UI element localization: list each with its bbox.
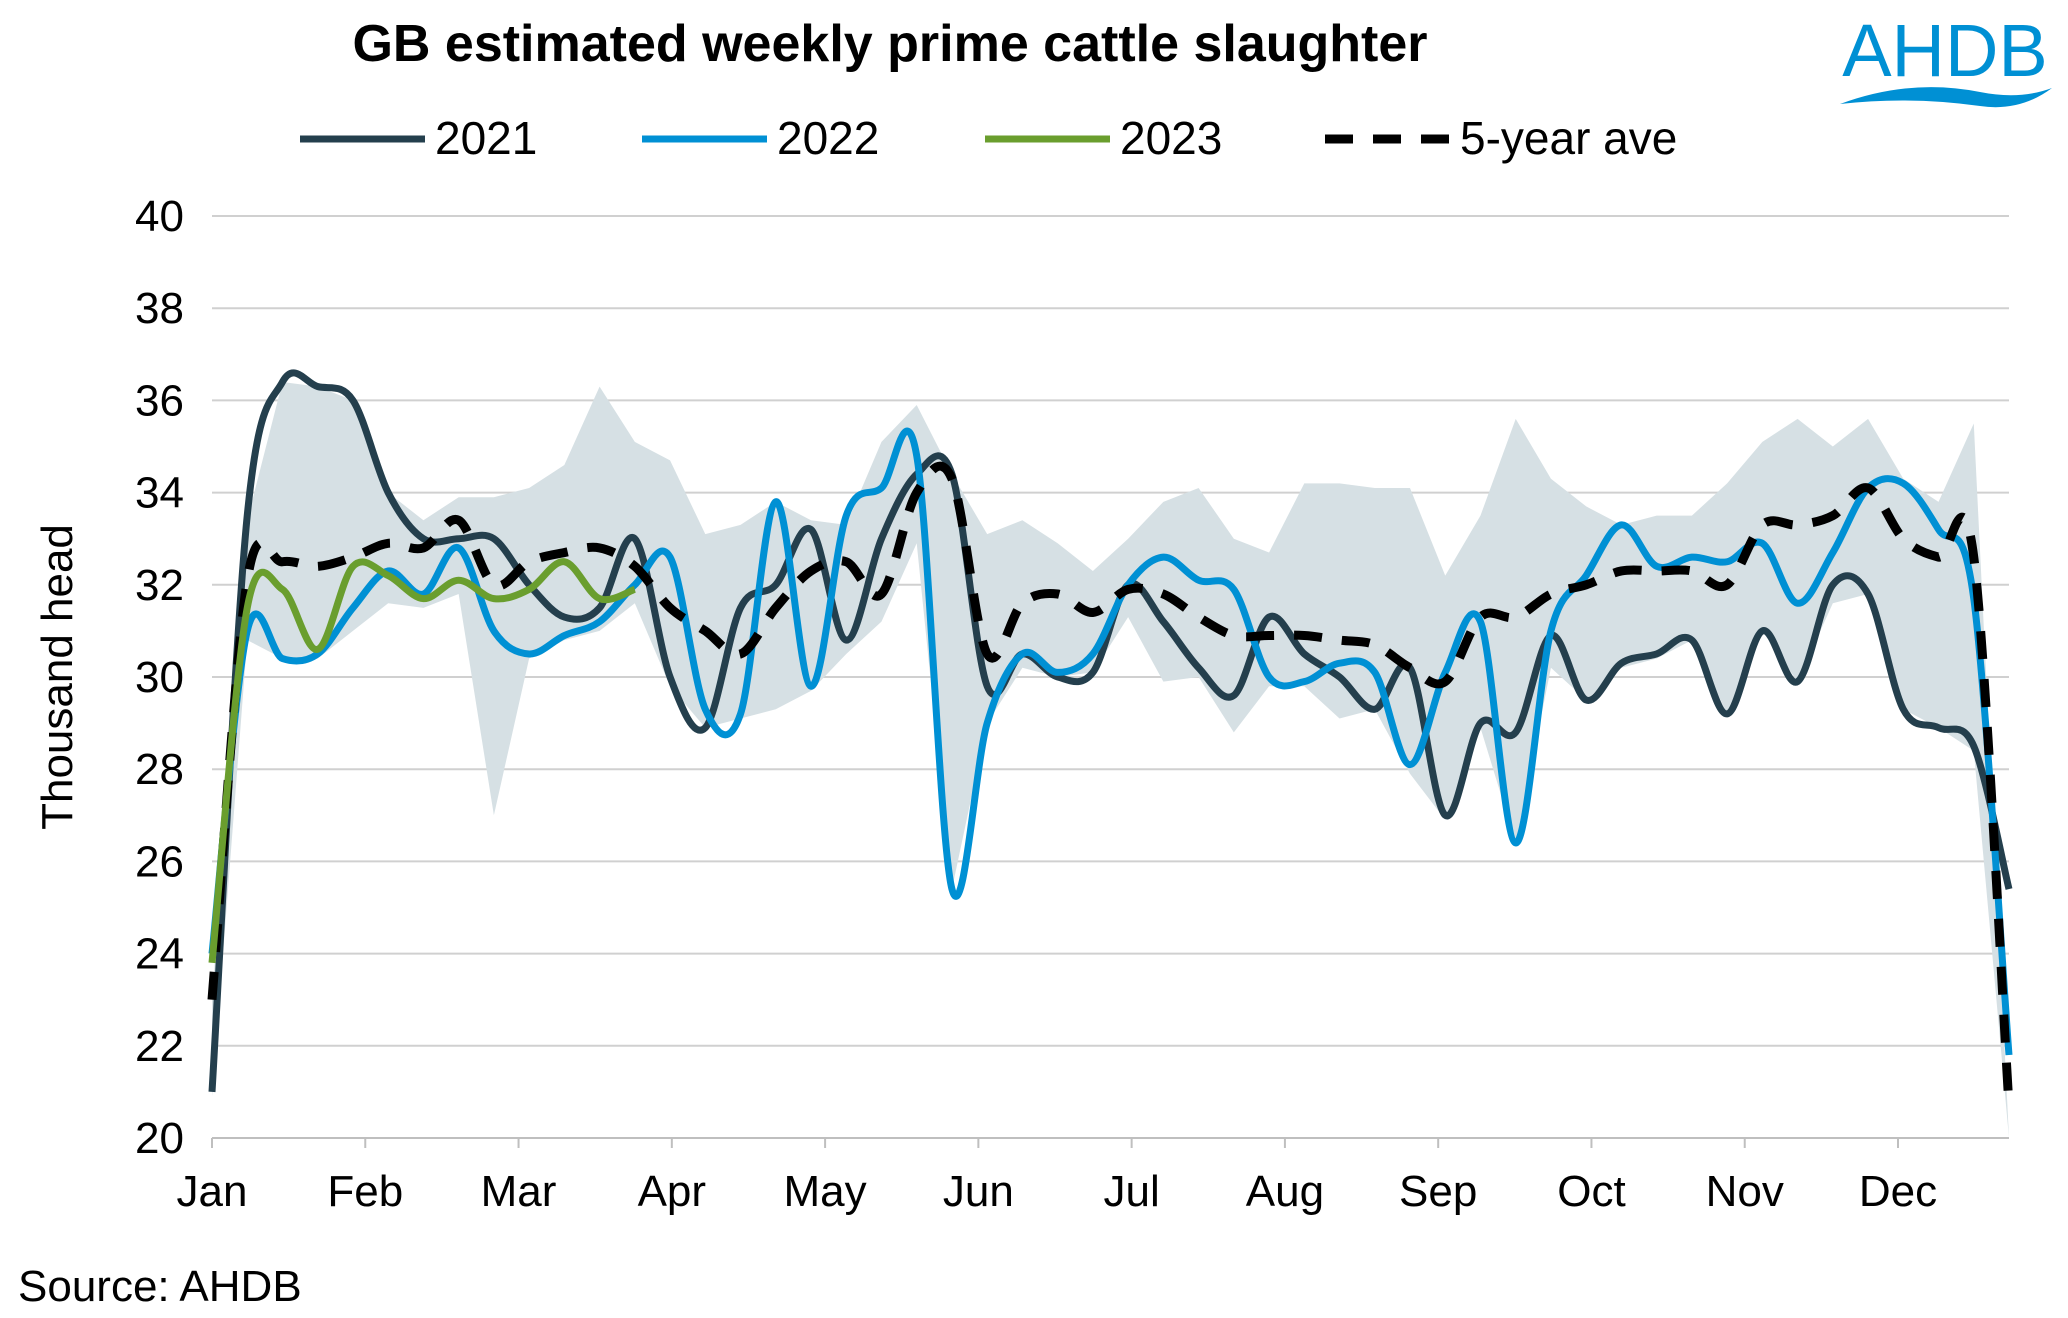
x-tick-label: Jan — [177, 1167, 248, 1216]
y-tick-label: 26 — [135, 837, 184, 886]
y-tick-label: 22 — [135, 1022, 184, 1071]
logo-text: AHDB — [1842, 9, 2048, 92]
y-tick-label: 38 — [135, 284, 184, 333]
series-line-5-year-ave — [207, 461, 2014, 1107]
y-tick-label: 32 — [135, 561, 184, 610]
y-tick-label: 24 — [135, 930, 184, 979]
y-axis-label: Thousand head — [33, 524, 82, 830]
x-tick-label: Sep — [1399, 1167, 1477, 1216]
x-tick-label: May — [784, 1167, 867, 1216]
y-tick-label: 36 — [135, 376, 184, 425]
legend-label: 2023 — [1120, 112, 1222, 164]
y-tick-label: 30 — [135, 653, 184, 702]
series-line-2023 — [208, 558, 637, 964]
ahdb-logo: AHDB — [1830, 8, 2060, 123]
y-tick-label: 40 — [135, 192, 184, 241]
range-band — [212, 381, 2009, 1139]
y-tick-label: 28 — [135, 745, 184, 794]
legend-label: 5-year ave — [1460, 112, 1677, 164]
series-line-2022 — [208, 427, 2013, 1056]
x-tick-label: Mar — [481, 1167, 557, 1216]
axes: 20 22 24 26 28 30 32 34 36 38 40 Jan Feb Mar Apr May Jun… — [135, 192, 2009, 1216]
x-tick-label: Oct — [1557, 1167, 1625, 1216]
chart-title: GB estimated weekly prime cattle slaught… — [352, 15, 1428, 73]
x-tick-label: Apr — [638, 1167, 706, 1216]
logo-wave-icon — [1840, 87, 2052, 108]
x-tick-label: Aug — [1246, 1167, 1324, 1216]
series-line-2021 — [208, 369, 2013, 1093]
legend-label: 2022 — [777, 112, 879, 164]
legend-label: 2021 — [435, 112, 537, 164]
y-tick-label: 34 — [135, 469, 184, 518]
x-tick-label: Feb — [327, 1167, 403, 1216]
x-tick-label: Dec — [1859, 1167, 1937, 1216]
source-note: Source: AHDB — [18, 1262, 302, 1311]
y-tick-label: 20 — [135, 1114, 184, 1163]
x-tick-label: Nov — [1706, 1167, 1784, 1216]
series-lines — [207, 369, 2014, 1107]
x-tick-label: Jun — [943, 1167, 1014, 1216]
legend: 2021 2022 2023 5-year ave — [300, 112, 1677, 164]
x-tick-label: Jul — [1104, 1167, 1160, 1216]
